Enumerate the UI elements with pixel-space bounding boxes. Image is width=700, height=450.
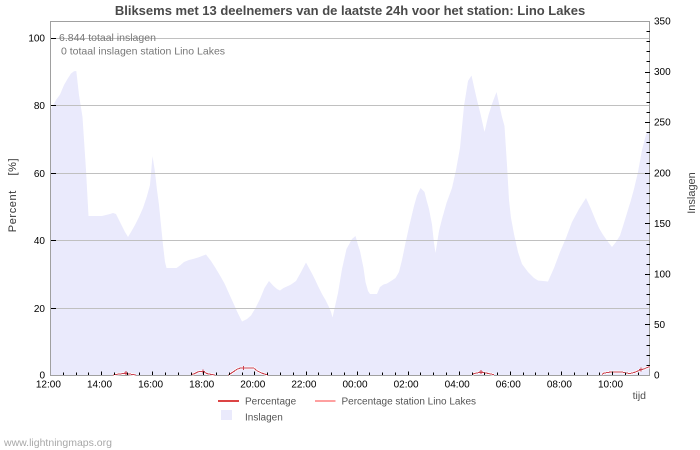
svg-text:14:00: 14:00 xyxy=(87,380,112,391)
svg-text:00:00: 00:00 xyxy=(342,380,367,391)
svg-text:150: 150 xyxy=(654,219,671,230)
svg-text:100: 100 xyxy=(654,270,671,281)
svg-text:18:00: 18:00 xyxy=(189,380,214,391)
svg-text:10:00: 10:00 xyxy=(598,380,623,391)
svg-text:Percent [%]: Percent [%] xyxy=(7,158,19,232)
svg-text:250: 250 xyxy=(654,118,671,129)
svg-text:350: 350 xyxy=(654,17,671,28)
svg-text:60: 60 xyxy=(34,169,46,180)
svg-text:0 totaal inslagen station Lino: 0 totaal inslagen station Lino Lakes xyxy=(61,46,225,58)
svg-text:50: 50 xyxy=(654,320,666,331)
svg-text:04:00: 04:00 xyxy=(445,380,470,391)
svg-text:0: 0 xyxy=(654,371,660,382)
svg-text:16:00: 16:00 xyxy=(138,380,163,391)
svg-text:12:00: 12:00 xyxy=(36,380,61,391)
svg-text:tijd: tijd xyxy=(633,390,647,402)
svg-text:Bliksems met 13 deelnemers van: Bliksems met 13 deelnemers van de laatst… xyxy=(115,3,585,18)
svg-text:Inslagen: Inslagen xyxy=(245,413,283,424)
svg-text:0: 0 xyxy=(39,371,45,382)
svg-text:Percentage: Percentage xyxy=(245,397,297,408)
svg-text:08:00: 08:00 xyxy=(547,380,572,391)
svg-text:300: 300 xyxy=(654,67,671,78)
svg-text:200: 200 xyxy=(654,169,671,180)
svg-text:02:00: 02:00 xyxy=(394,380,419,391)
svg-text:Inslagen: Inslagen xyxy=(686,172,698,214)
svg-text:100: 100 xyxy=(28,34,45,45)
svg-text:40: 40 xyxy=(34,236,46,247)
svg-text:6.844 totaal inslagen: 6.844 totaal inslagen xyxy=(59,32,156,44)
svg-text:80: 80 xyxy=(34,101,46,112)
svg-text:20:00: 20:00 xyxy=(240,380,265,391)
svg-text:06:00: 06:00 xyxy=(496,380,521,391)
svg-text:Percentage station Lino Lakes: Percentage station Lino Lakes xyxy=(342,397,477,408)
svg-text:www.lightningmaps.org: www.lightningmaps.org xyxy=(3,437,112,449)
svg-text:22:00: 22:00 xyxy=(291,380,316,391)
svg-text:20: 20 xyxy=(34,304,46,315)
